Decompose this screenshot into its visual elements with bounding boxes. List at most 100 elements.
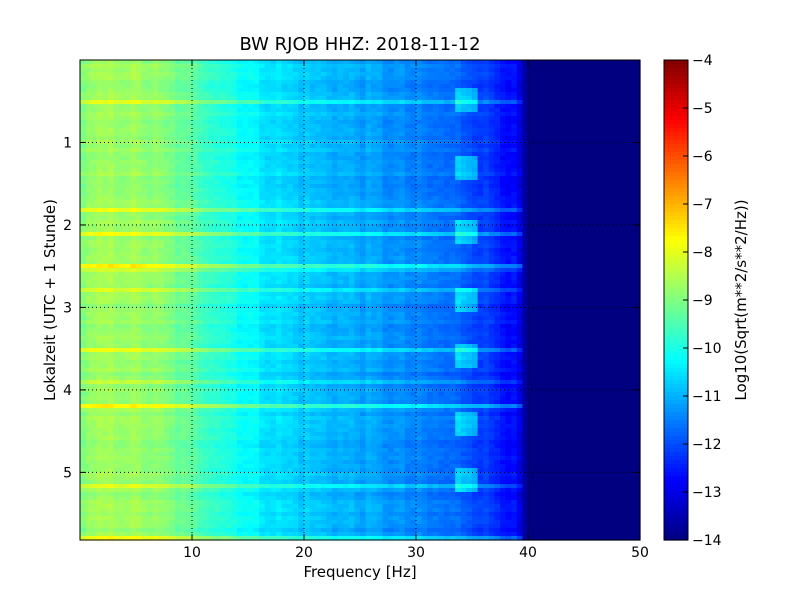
heatmap-cell <box>528 196 535 201</box>
heatmap-cell <box>192 240 199 245</box>
heatmap-cell <box>466 156 473 161</box>
heatmap-cell <box>416 192 423 197</box>
heatmap-cell <box>276 192 283 197</box>
heatmap-cell <box>438 256 445 261</box>
heatmap-cell <box>287 220 294 225</box>
heatmap-cell <box>343 120 350 125</box>
heatmap-cell <box>152 232 159 237</box>
heatmap-cell <box>466 256 473 261</box>
heatmap-cell <box>623 92 630 97</box>
heatmap-cell <box>108 176 115 181</box>
heatmap-cell <box>169 164 176 169</box>
heatmap-cell <box>315 136 322 141</box>
heatmap-cell <box>472 252 479 257</box>
heatmap-cell <box>494 164 501 169</box>
heatmap-cell <box>595 92 602 97</box>
heatmap-cell <box>432 168 439 173</box>
heatmap-cell <box>220 96 227 101</box>
heatmap-cell <box>119 212 126 217</box>
heatmap-cell <box>119 64 126 69</box>
heatmap-cell <box>91 104 98 109</box>
heatmap-cell <box>343 256 350 261</box>
heatmap-cell <box>119 124 126 129</box>
heatmap-cell <box>343 100 350 105</box>
heatmap-cell <box>225 152 232 157</box>
heatmap-cell <box>197 152 204 157</box>
heatmap-cell <box>220 224 227 229</box>
heatmap-cell <box>236 220 243 225</box>
heatmap-cell <box>124 188 131 193</box>
heatmap-cell <box>584 228 591 233</box>
heatmap-cell <box>533 216 540 221</box>
heatmap-cell <box>96 208 103 213</box>
heatmap-cell <box>410 208 417 213</box>
heatmap-cell <box>500 156 507 161</box>
heatmap-cell <box>572 256 579 261</box>
heatmap-cell <box>494 112 501 117</box>
heatmap-cell <box>432 152 439 157</box>
heatmap-cell <box>460 124 467 129</box>
heatmap-cell <box>617 208 624 213</box>
heatmap-cell <box>320 120 327 125</box>
heatmap-cell <box>444 156 451 161</box>
heatmap-cell <box>203 84 210 89</box>
heatmap-cell <box>634 124 641 129</box>
heatmap-cell <box>432 104 439 109</box>
heatmap-cell <box>180 228 187 233</box>
heatmap-cell <box>578 108 585 113</box>
heatmap-cell <box>539 220 546 225</box>
heatmap-cell <box>371 232 378 237</box>
heatmap-cell <box>393 220 400 225</box>
heatmap-cell <box>539 148 546 153</box>
heatmap-cell <box>124 200 131 205</box>
heatmap-cell <box>315 244 322 249</box>
heatmap-cell <box>388 116 395 121</box>
heatmap-cell <box>460 144 467 149</box>
heatmap-cell <box>124 160 131 165</box>
heatmap-cell <box>634 252 641 257</box>
heatmap-cell <box>634 116 641 121</box>
heatmap-cell <box>281 224 288 229</box>
heatmap-cell <box>500 136 507 141</box>
heatmap-cell <box>124 204 131 209</box>
heatmap-cell <box>494 148 501 153</box>
heatmap-cell <box>186 192 193 197</box>
heatmap-cell <box>376 156 383 161</box>
heatmap-cell <box>309 120 316 125</box>
heatmap-cell <box>96 184 103 189</box>
heatmap-cell <box>309 116 316 121</box>
heatmap-cell <box>365 88 372 93</box>
heatmap-cell <box>337 136 344 141</box>
heatmap-cell <box>96 164 103 169</box>
heatmap-cell <box>432 252 439 257</box>
heatmap-cell <box>91 240 98 245</box>
heatmap-cell <box>102 176 109 181</box>
heatmap-cell <box>186 68 193 73</box>
heatmap-cell <box>298 148 305 153</box>
heatmap-cell <box>516 120 523 125</box>
heatmap-cell <box>427 92 434 97</box>
heatmap-cell <box>634 92 641 97</box>
heatmap-cell <box>505 112 512 117</box>
heatmap-cell <box>248 76 255 81</box>
heatmap-cell <box>438 152 445 157</box>
heatmap-cell <box>281 88 288 93</box>
heatmap-cell <box>438 60 445 65</box>
heatmap-cell <box>192 96 199 101</box>
heatmap-cell <box>623 220 630 225</box>
heatmap-cell <box>231 176 238 181</box>
heatmap-cell <box>578 220 585 225</box>
heatmap-cell <box>612 200 619 205</box>
heatmap-cell <box>192 136 199 141</box>
heatmap-cell <box>332 88 339 93</box>
heatmap-cell <box>623 180 630 185</box>
heatmap-cell <box>505 204 512 209</box>
heatmap-cell <box>567 96 574 101</box>
heatmap-cell <box>315 228 322 233</box>
heatmap-cell <box>444 168 451 173</box>
heatmap-cell <box>477 96 484 101</box>
heatmap-cell <box>113 96 120 101</box>
heatmap-cell <box>483 176 490 181</box>
heatmap-cell <box>595 200 602 205</box>
heatmap-cell <box>91 96 98 101</box>
